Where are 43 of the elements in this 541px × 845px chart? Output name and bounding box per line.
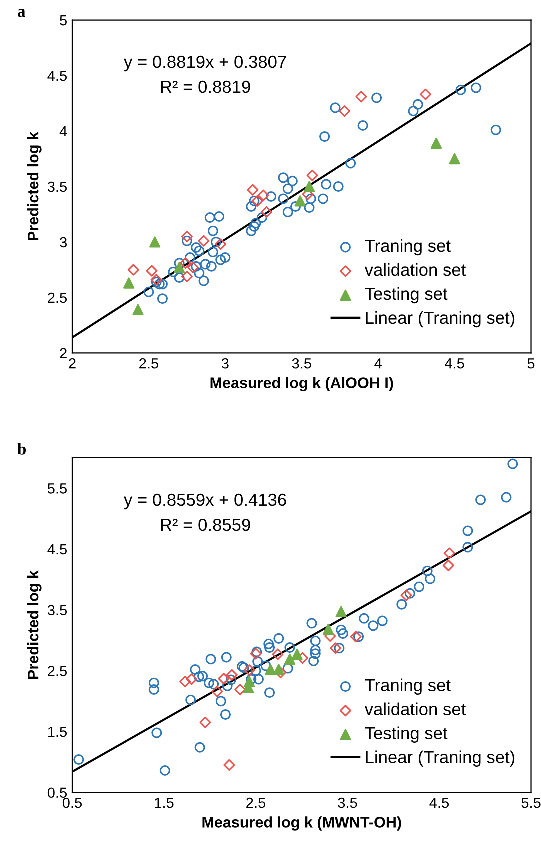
- x-tick-label: 2.5: [140, 358, 158, 369]
- y-tick-label: 2.5: [48, 292, 68, 304]
- chart-title: a: [18, 9, 26, 18]
- legend-label: Testing set: [365, 287, 448, 304]
- y-tick-label: 5: [60, 16, 68, 26]
- y-tick-label: 1.5: [48, 727, 68, 738]
- y-axis-title: Predicted log k: [28, 132, 42, 240]
- y-axis-title: Predicted log k: [28, 570, 42, 680]
- x-tick-label: 5: [528, 358, 535, 369]
- annotation: R² = 0.8819: [161, 80, 250, 94]
- annotation: y = 0.8559x + 0.4136: [124, 494, 286, 510]
- x-tick-label: 3: [222, 358, 229, 369]
- y-tick-label: 2: [60, 348, 67, 358]
- x-axis-title: Measured log k (AlOOH I): [210, 377, 394, 392]
- legend-label: Traning set: [365, 678, 451, 695]
- y-tick-label: 2.5: [48, 666, 68, 676]
- annotation: R² = 0.8559: [161, 518, 250, 532]
- x-tick-label: 2: [69, 358, 76, 369]
- x-tick-label: 5.5: [522, 798, 541, 808]
- legend-label: Traning set: [365, 239, 451, 256]
- y-tick-label: 4.5: [48, 544, 68, 555]
- x-tick-label: 3.5: [338, 798, 358, 808]
- x-tick-label: 4.5: [430, 798, 450, 808]
- x-tick-label: 2.5: [246, 798, 266, 808]
- legend-label: validation set: [364, 702, 466, 716]
- annotation: y = 0.8819x + 0.3807: [124, 56, 286, 72]
- y-tick-label: 4: [60, 126, 68, 137]
- x-tick-label: 4: [374, 358, 382, 369]
- legend-label: Testing set: [365, 726, 448, 743]
- legend-label: Linear (Traning set): [366, 311, 515, 328]
- y-tick-label: 3.5: [48, 605, 68, 616]
- y-tick-label: 4.5: [48, 71, 68, 82]
- legend-label: Linear (Traning set): [366, 750, 515, 767]
- y-tick-label: 5.5: [48, 484, 68, 494]
- chart-title: b: [18, 443, 26, 455]
- y-tick-label: 0.5: [48, 788, 68, 798]
- x-tick-label: 4.5: [445, 358, 464, 369]
- legend-label: validation set: [364, 263, 466, 276]
- x-axis-title: Measured log k (MWNT-OH): [202, 816, 402, 831]
- y-tick-label: 3: [60, 237, 67, 248]
- x-tick-label: 1.5: [155, 798, 174, 808]
- x-tick-label: 3.5: [292, 358, 312, 369]
- y-tick-label: 3.5: [48, 182, 68, 192]
